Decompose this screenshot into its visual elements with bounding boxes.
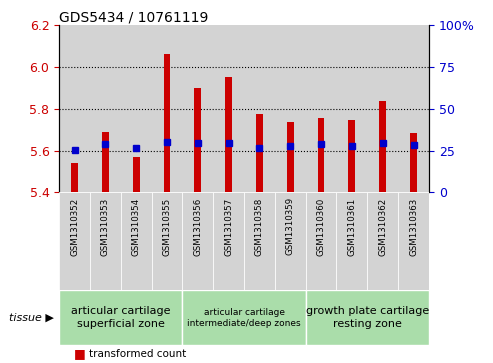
Bar (133, 157, 140, 192)
Bar (317, 118, 324, 192)
Bar (410, 133, 417, 192)
Text: GSM1310358: GSM1310358 (255, 197, 264, 256)
Bar (182, 192, 213, 290)
Bar (379, 101, 386, 192)
Bar (194, 88, 201, 192)
Text: transformed count: transformed count (89, 349, 186, 359)
Text: GSM1310354: GSM1310354 (132, 197, 141, 256)
Text: growth plate cartilage
resting zone: growth plate cartilage resting zone (306, 306, 429, 329)
Bar (59, 192, 90, 290)
Bar (398, 192, 429, 290)
Bar (367, 192, 398, 290)
Text: GDS5434 / 10761119: GDS5434 / 10761119 (59, 10, 209, 24)
Text: GSM1310360: GSM1310360 (317, 197, 325, 256)
Bar (59, 290, 182, 345)
Text: GSM1310361: GSM1310361 (348, 197, 356, 256)
Bar (367, 25, 398, 192)
Bar (256, 114, 263, 192)
Text: GSM1310356: GSM1310356 (193, 197, 202, 256)
Bar (275, 25, 306, 192)
Bar (244, 192, 275, 290)
Text: GSM1310353: GSM1310353 (101, 197, 110, 256)
Text: GSM1310355: GSM1310355 (163, 197, 172, 256)
Text: GSM1310359: GSM1310359 (286, 197, 295, 256)
Bar (102, 132, 109, 192)
Bar (398, 25, 429, 192)
Text: GSM1310363: GSM1310363 (409, 197, 418, 256)
Text: tissue ▶: tissue ▶ (9, 313, 54, 323)
Bar (306, 290, 429, 345)
Text: ■: ■ (74, 347, 86, 360)
Text: GSM1310357: GSM1310357 (224, 197, 233, 256)
Text: articular cartilage
intermediate/deep zones: articular cartilage intermediate/deep zo… (187, 307, 301, 328)
Bar (225, 77, 232, 192)
Text: GSM1310362: GSM1310362 (378, 197, 387, 256)
Text: GSM1310352: GSM1310352 (70, 197, 79, 256)
Bar (90, 25, 121, 192)
Bar (306, 25, 336, 192)
Bar (152, 192, 182, 290)
Bar (287, 122, 294, 192)
Text: articular cartilage
superficial zone: articular cartilage superficial zone (71, 306, 171, 329)
Bar (213, 192, 244, 290)
Bar (336, 192, 367, 290)
Bar (121, 25, 152, 192)
Bar (90, 192, 121, 290)
Bar (244, 25, 275, 192)
Bar (59, 25, 90, 192)
Bar (182, 25, 213, 192)
Bar (152, 25, 182, 192)
Bar (275, 192, 306, 290)
Bar (349, 121, 355, 192)
Bar (336, 25, 367, 192)
Bar (121, 192, 152, 290)
Bar (213, 25, 244, 192)
Bar (182, 290, 306, 345)
Bar (164, 54, 171, 192)
Bar (306, 192, 336, 290)
Bar (71, 163, 78, 192)
